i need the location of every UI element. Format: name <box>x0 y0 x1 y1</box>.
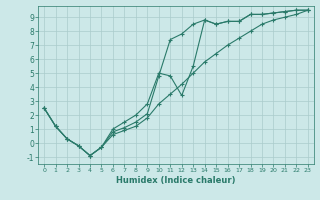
X-axis label: Humidex (Indice chaleur): Humidex (Indice chaleur) <box>116 176 236 185</box>
